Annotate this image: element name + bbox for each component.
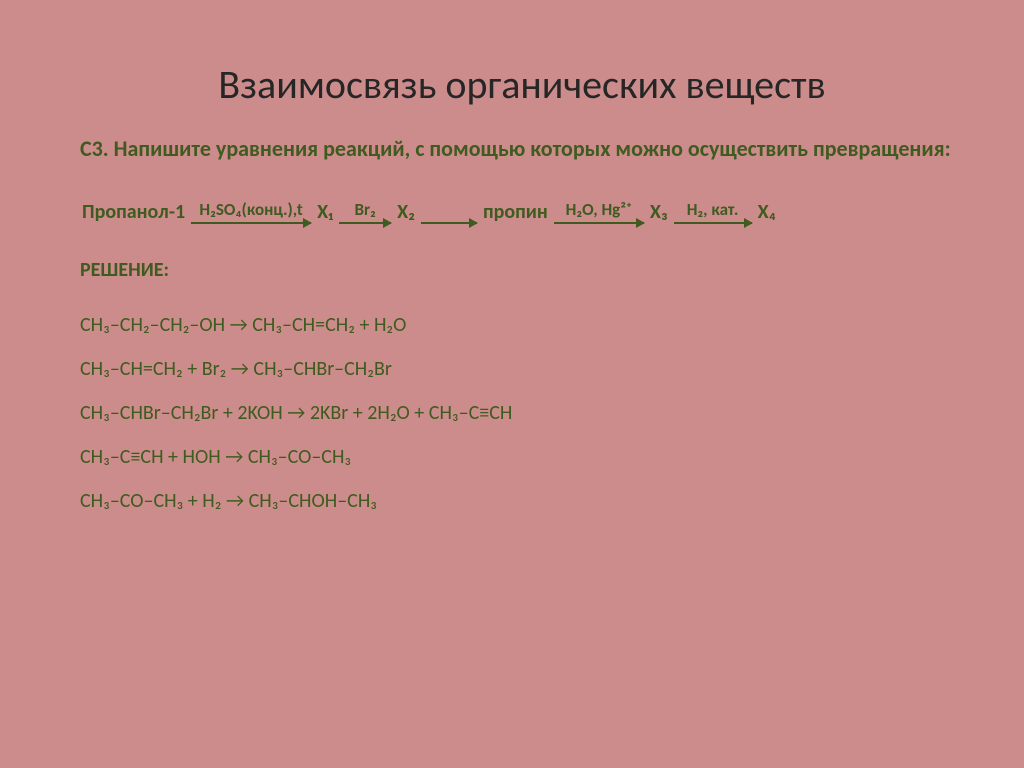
scheme-arrow: H₂, кат. <box>672 199 754 224</box>
scheme-node: Пропанол-1 <box>80 200 187 224</box>
scheme-arrow <box>419 220 479 224</box>
equations-block: CH₃–CH₂–CH₂–OH → CH₃–CH=CH₂ + H₂O CH₃–CH… <box>80 312 964 514</box>
scheme-node: X₂ <box>395 200 417 224</box>
arrow-condition: H₂O, Hg²⁺ <box>566 199 632 220</box>
scheme-arrow: H₂SO₄(конц.),t <box>189 199 313 224</box>
scheme-arrow: Br₂ <box>337 199 393 224</box>
solution-label: РЕШЕНИЕ: <box>80 258 964 282</box>
instruction-text: С3. Напишите уравнения реакций, с помощь… <box>80 135 964 163</box>
arrow-line <box>421 222 477 224</box>
arrow-line <box>554 222 644 224</box>
equation: CH₃–CH=CH₂ + Br₂ → CH₃–CHBr–CH₂Br <box>80 356 964 382</box>
scheme-node: пропин <box>481 200 550 224</box>
arrow-line <box>191 222 311 224</box>
scheme-node: X₃ <box>648 200 670 224</box>
arrow-line <box>339 222 391 224</box>
equation: CH₃–CHBr–CH₂Br + 2KOH → 2KBr + 2H₂O + CH… <box>80 400 964 426</box>
scheme-arrow: H₂O, Hg²⁺ <box>552 199 646 224</box>
equation: CH₃–CO–CH₃ + H₂ → CH₃–CHOH–CH₃ <box>80 488 964 514</box>
arrow-line <box>674 222 752 224</box>
arrow-condition: H₂SO₄(конц.),t <box>199 199 302 220</box>
scheme-node: X₁ <box>315 200 335 224</box>
reaction-scheme: Пропанол-1 H₂SO₄(конц.),t X₁ Br₂ X₂ проп… <box>80 199 964 224</box>
arrow-condition: H₂, кат. <box>687 199 739 220</box>
slide-title: Взаимосвязь органических веществ <box>80 60 964 109</box>
arrow-condition: Br₂ <box>354 199 375 220</box>
scheme-node: X₄ <box>756 200 778 224</box>
equation: CH₃–C≡CH + HOH → CH₃–CO–CH₃ <box>80 444 964 470</box>
equation: CH₃–CH₂–CH₂–OH → CH₃–CH=CH₂ + H₂O <box>80 312 964 338</box>
